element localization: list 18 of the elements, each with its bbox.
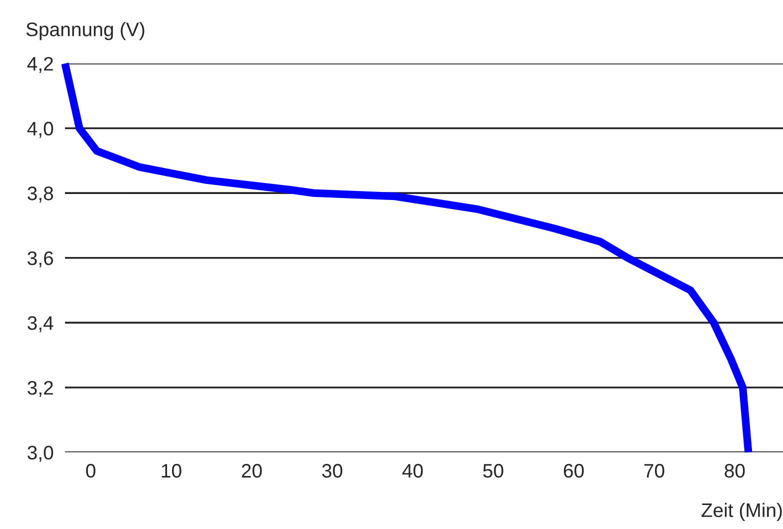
x-axis-title: Zeit (Min) <box>702 502 782 521</box>
y-tick-label: 3,6 <box>28 251 54 268</box>
x-tick-label: 80 <box>724 464 745 478</box>
x-tick-label: 60 <box>564 464 584 478</box>
x-tick-label: 20 <box>242 464 262 478</box>
x-tick-label: 0 <box>86 464 96 478</box>
y-tick-label: 4,2 <box>27 56 53 74</box>
x-tick-label: 50 <box>483 464 504 478</box>
y-tick-label: 3,4 <box>28 316 54 332</box>
x-tick-label: 40 <box>402 464 423 478</box>
x-tick-label: 70 <box>644 464 664 478</box>
y-tick-label: 3,8 <box>28 186 54 203</box>
y-tick-label: 4,0 <box>27 122 54 138</box>
y-tick-label: 3,0 <box>28 446 54 462</box>
y-axis-title: Spannung (V) <box>26 22 144 40</box>
x-tick-label: 10 <box>162 464 182 478</box>
x-tick-label: 30 <box>322 464 342 478</box>
y-tick-label: 3,2 <box>28 380 53 398</box>
